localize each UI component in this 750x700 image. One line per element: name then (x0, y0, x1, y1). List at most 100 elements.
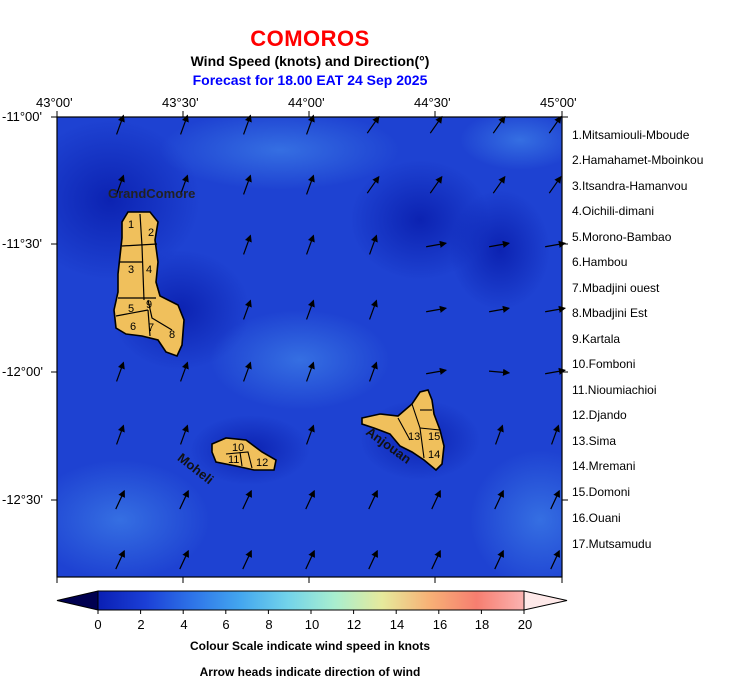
wind-arrow (489, 240, 511, 248)
wind-arrow (243, 299, 252, 320)
wind-arrow (116, 114, 125, 135)
colorbar-tick-label: 6 (222, 617, 230, 632)
wind-arrow (116, 174, 125, 195)
y-tick-label: -11°00' (2, 109, 42, 124)
wind-arrow (426, 305, 448, 313)
wind-arrow (492, 115, 506, 134)
grand-comore-island (113, 211, 185, 358)
region-number: 14 (428, 449, 441, 461)
wind-arrow (116, 424, 125, 445)
wind-arrow (366, 175, 380, 194)
region-number: 6 (130, 321, 137, 333)
wind-arrow (368, 549, 378, 570)
wind-arrow (306, 361, 315, 382)
y-tick-label: -12°00' (2, 364, 43, 379)
wind-arrow (369, 361, 378, 382)
wind-arrow (495, 424, 504, 445)
wind-arrow (180, 424, 189, 445)
arrow-caption: Arrow heads indicate direction of wind (199, 665, 421, 679)
wind-arrow (180, 114, 189, 135)
map-subtitle: Wind Speed (knots) and Direction(°) (190, 53, 430, 69)
map-ticks (51, 111, 568, 583)
wind-arrows (115, 114, 567, 570)
wind-arrow (179, 549, 189, 570)
region-number: 10 (232, 442, 245, 454)
wind-arrow (550, 549, 560, 570)
wind-arrow (366, 115, 380, 134)
wind-arrow (492, 175, 506, 194)
region-legend-item: 17.Mutsamudu (572, 537, 652, 551)
region-number: 15 (428, 431, 441, 443)
wind-arrow (548, 115, 562, 134)
wind-arrow (116, 361, 125, 382)
wind-arrow (243, 361, 252, 382)
region-number: 12 (256, 457, 269, 469)
x-tick-label: 45°00' (540, 95, 577, 110)
wind-arrow (489, 305, 511, 313)
colorbar-tick-label: 2 (137, 617, 145, 632)
region-legend-item: 16.Ouani (572, 511, 621, 525)
wind-arrow (115, 549, 125, 570)
moheli-boundaries (225, 451, 253, 469)
wind-arrow (548, 175, 562, 194)
region-legend-item: 11.Nioumiachioi (572, 383, 657, 397)
region-number: 2 (148, 227, 155, 239)
wind-arrow (429, 115, 443, 134)
wind-arrow (431, 549, 441, 570)
wind-arrow (115, 489, 125, 510)
colorbar-tick-label: 4 (180, 617, 188, 632)
region-legend-item: 10.Fomboni (572, 357, 636, 371)
wind-arrow (369, 234, 378, 255)
region-legend-item: 5.Morono-Bambao (572, 230, 672, 244)
wind-arrow (306, 174, 315, 195)
colorbar-tick-label: 8 (265, 617, 273, 632)
moheli-island (211, 437, 277, 471)
wind-arrow (494, 489, 504, 510)
region-legend-item: 4.Oichili-dimani (572, 204, 655, 218)
colorbar (56, 590, 568, 614)
region-number: 11 (228, 454, 240, 466)
region-number: 4 (146, 264, 153, 276)
region-number: 3 (128, 264, 135, 276)
region-legend-item: 12.Djando (572, 408, 627, 422)
colorbar-tick-label: 20 (517, 617, 533, 632)
colorbar-tick-label: 10 (304, 617, 320, 632)
region-legend-item: 7.Mbadjini ouest (572, 281, 660, 295)
wind-arrow (550, 489, 560, 510)
wind-arrow (306, 299, 315, 320)
region-legend-item: 14.Mremani (572, 459, 636, 473)
wind-arrow (306, 114, 315, 135)
y-tick-label: -11°30' (2, 236, 42, 251)
colorbar-tick-label: 0 (94, 617, 102, 632)
colorbar-caption: Colour Scale indicate wind speed in knot… (189, 639, 431, 653)
wind-arrow (243, 174, 252, 195)
wind-arrow (243, 234, 252, 255)
grand-comore-boundaries (115, 213, 173, 337)
anjouan-boundaries (397, 403, 441, 459)
region-number: 9 (146, 299, 153, 311)
colorbar-underflow (56, 590, 99, 611)
region-legend-item: 9.Kartala (572, 332, 621, 346)
region-legend-item: 13.Sima (572, 434, 617, 448)
wind-arrow (180, 174, 189, 195)
forecast-time: Forecast for 18.00 EAT 24 Sep 2025 (192, 72, 428, 88)
colorbar-tick-label: 12 (346, 617, 362, 632)
region-legend-item: 15.Domoni (572, 485, 631, 499)
region-number: 13 (408, 431, 421, 443)
wind-arrow (426, 367, 448, 375)
wind-arrow (368, 489, 378, 510)
wind-arrow (305, 549, 315, 570)
region-number: 5 (128, 303, 135, 315)
colorbar-tick-label: 16 (432, 617, 448, 632)
x-tick-label: 44°00' (288, 95, 325, 110)
wind-arrow (242, 489, 252, 510)
wind-arrow (242, 549, 252, 570)
wind-arrow (369, 299, 378, 320)
colorbar-overflow (523, 590, 568, 611)
wind-arrow (429, 175, 443, 194)
y-tick-label: -12°30' (2, 492, 43, 507)
region-legend-item: 3.Itsandra-Hamanvou (572, 179, 688, 193)
wind-arrow (243, 114, 252, 135)
region-legend-item: 1.Mitsamiouli-Mboude (572, 128, 690, 142)
